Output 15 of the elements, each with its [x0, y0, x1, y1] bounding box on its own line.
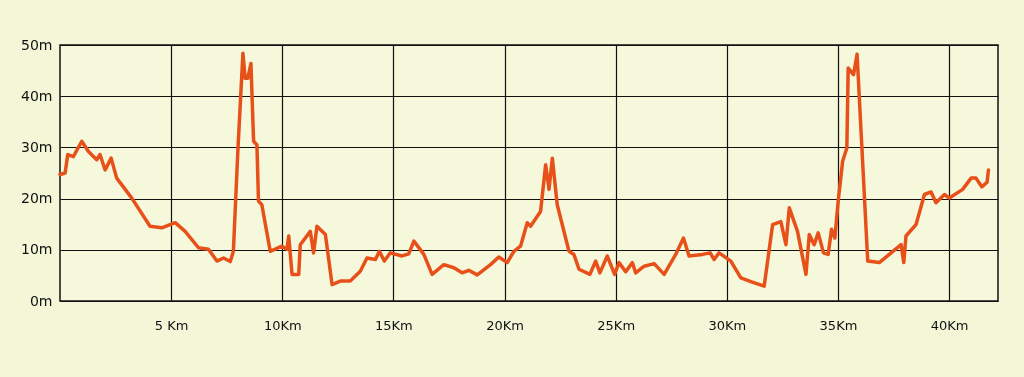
y-tick-label: 10m — [21, 241, 53, 258]
x-tick-label: 40Km — [930, 317, 969, 333]
x-tick-label: 30Km — [708, 317, 747, 333]
x-tick-label: 5 Km — [154, 317, 189, 333]
y-tick-label: 50m — [21, 36, 53, 53]
x-tick-label: 10Km — [263, 317, 302, 333]
y-tick-label: 0m — [29, 292, 53, 309]
y-tick-label: 20m — [21, 190, 53, 207]
x-tick-label: 35Km — [819, 317, 858, 333]
line-series — [58, 51, 991, 288]
x-tick-label: 25Km — [597, 317, 636, 333]
y-tick-label: 30m — [21, 138, 53, 155]
y-tick-label: 40m — [21, 87, 53, 104]
x-tick-label: 20Km — [486, 317, 524, 333]
x-tick-label: 15Km — [375, 317, 413, 333]
